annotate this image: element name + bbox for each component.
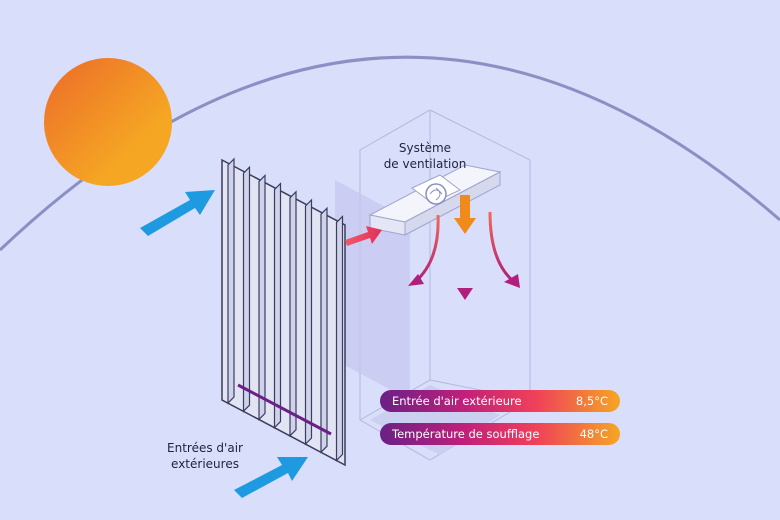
panel-fin (289, 190, 297, 438)
supply-arrow-right (488, 211, 514, 282)
panel-fin (335, 214, 344, 462)
inlets-label-line2: extérieures (171, 457, 239, 471)
outdoor-air-readout: Entrée d'air extérieure 8,5°C (380, 390, 620, 412)
wall-shadow (335, 180, 410, 400)
supply-arrow-orange (454, 195, 476, 234)
readout-label: Entrée d'air extérieure (392, 394, 522, 408)
air-inlet-arrow-bottom (234, 457, 308, 498)
air-inlet-arrow-top (140, 190, 215, 236)
panel-fin (227, 157, 235, 405)
readout-value: 48°C (579, 427, 608, 441)
ventilation-system-label: Système de ventilation (370, 140, 480, 172)
panel-fin (304, 198, 313, 446)
air-inlets-label: Entrées d'air extérieures (150, 440, 260, 472)
collector-manifold (237, 383, 332, 436)
ventilation-label-line2: de ventilation (383, 157, 467, 171)
panel-fin (242, 165, 251, 413)
readout-label: Température de soufflage (392, 427, 540, 441)
solar-wall-panel (221, 157, 346, 467)
inlets-label-line1: Entrées d'air (167, 441, 243, 455)
supply-temp-readout: Température de soufflage 48°C (380, 423, 620, 445)
panel-fin (273, 182, 282, 430)
ventilation-label-line1: Système (398, 141, 452, 155)
panel-fin (258, 173, 266, 421)
panel-fin (320, 206, 328, 454)
readout-value: 8,5°C (575, 394, 608, 408)
fan-icon (425, 183, 447, 205)
sun-icon (44, 58, 172, 186)
warm-air-in-arrow (345, 226, 382, 246)
